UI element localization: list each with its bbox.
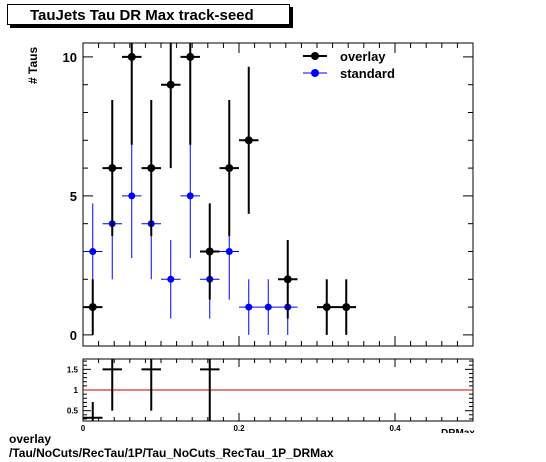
legend-standard-label: standard <box>340 66 395 81</box>
x-tick-label: 0.4 <box>389 424 401 433</box>
overlay-point <box>186 52 195 61</box>
overlay-point <box>322 303 331 312</box>
footer-overlay-label: overlay <box>9 432 52 446</box>
standard-point <box>128 192 136 200</box>
overlay-point <box>88 303 97 312</box>
overlay-point <box>342 303 351 312</box>
overlay-point <box>244 136 253 145</box>
y-tick-label: 0 <box>70 328 77 343</box>
overlay-point <box>225 164 234 173</box>
ratio-y-tick-label: 1.5 <box>67 365 79 374</box>
standard-point <box>89 247 97 255</box>
overlay-point <box>205 247 214 256</box>
legend-overlay-marker <box>311 52 319 60</box>
x-tick-label: 0.2 <box>233 424 245 433</box>
standard-point <box>264 303 272 311</box>
title-box: TauJets Tau DR Max track-seed <box>7 4 290 25</box>
standard-point <box>186 192 194 200</box>
ratio-y-tick-label: 0.5 <box>67 407 79 416</box>
y-tick-label: 10 <box>63 50 77 65</box>
standard-point <box>225 247 233 255</box>
overlay-point <box>147 164 156 173</box>
overlay-point <box>166 80 175 89</box>
legend-overlay-label: overlay <box>340 49 386 64</box>
overlay-point <box>283 275 292 284</box>
xlabel-mask <box>430 433 500 445</box>
main-plot-frame <box>82 42 474 347</box>
standard-point <box>245 303 253 311</box>
x-tick-label: 0 <box>81 424 86 433</box>
y-tick-label: 5 <box>70 189 77 204</box>
overlay-point <box>108 164 117 173</box>
standard-point <box>167 275 175 283</box>
overlay-point <box>127 52 136 61</box>
ratio-y-tick-label: 1 <box>74 386 79 395</box>
footer-path: /Tau/NoCuts/RecTau/1P/Tau_NoCuts_RecTau_… <box>9 446 334 460</box>
legend-standard-marker <box>311 69 319 77</box>
chart-title: TauJets Tau DR Max track-seed <box>30 7 254 24</box>
